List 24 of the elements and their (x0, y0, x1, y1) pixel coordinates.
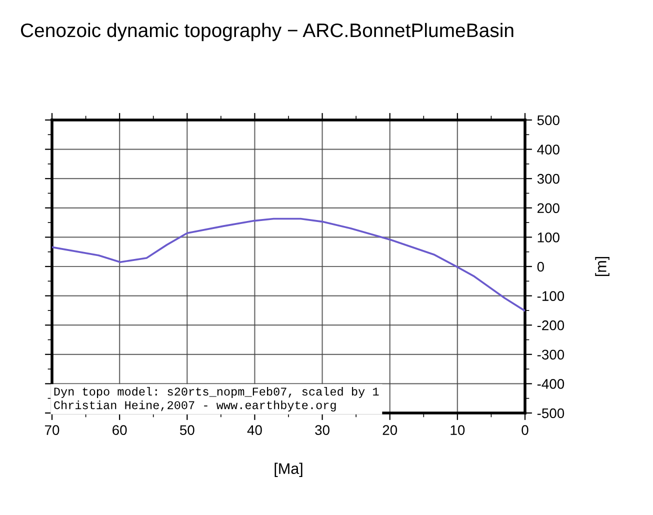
x-tick-label: 40 (247, 425, 262, 436)
y-tick-label: 100 (538, 232, 560, 242)
annotation: Dyn topo model: s20rts_nopm_Feb07, scaled by 1 Christian Heine,2007 - www.earthbyte.org (54, 386, 379, 412)
x-tick-label: 10 (450, 425, 465, 436)
y-tick-label: -400 (537, 379, 564, 389)
y-tick-label: -100 (537, 291, 564, 301)
x-tick-label: 0 (522, 425, 528, 436)
x-axis-title: [Ma] (274, 462, 302, 477)
x-tick-label: 30 (315, 425, 330, 436)
x-tick-label: 70 (44, 425, 60, 436)
y-axis-title: [m] (595, 256, 610, 276)
y-tick-label: 500 (537, 115, 560, 126)
y-tick-label: 0 (537, 262, 544, 272)
y-tick-label: 200 (538, 203, 560, 214)
x-tick-label: 20 (382, 425, 398, 436)
x-tick-label: 60 (112, 425, 127, 436)
y-tick-label: -300 (537, 350, 564, 360)
y-tick-label: 300 (537, 174, 560, 184)
y-tick-label: -200 (537, 320, 564, 330)
y-tick-label: -500 (537, 408, 564, 418)
y-tick-label: 400 (537, 144, 560, 154)
chart-title: Cenozoic dynamic topography − ARC.BonnetPlumeBasin (20, 22, 514, 42)
line-series (52, 218, 525, 312)
x-tick-label: 50 (180, 425, 194, 436)
